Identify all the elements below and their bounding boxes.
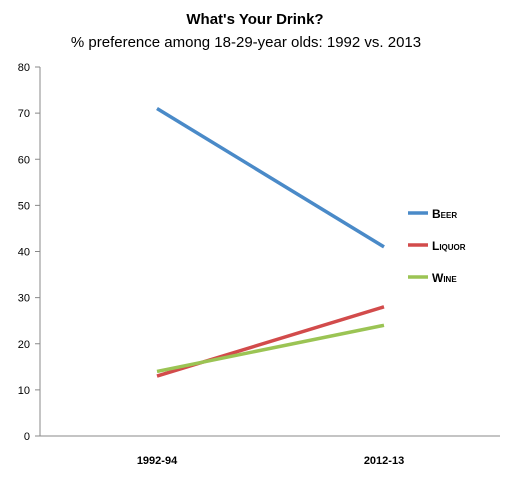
x-tick-label: 1992-94 [137, 455, 178, 467]
y-tick-label: 30 [18, 293, 30, 305]
y-tick-label: 40 [18, 247, 30, 259]
y-tick-label: 20 [18, 339, 30, 351]
x-tick-label: 2012-13 [364, 455, 404, 467]
y-tick-label: 10 [18, 385, 30, 397]
y-tick-label: 0 [24, 431, 30, 443]
x-tick-labels: 1992-94 2012-13 [137, 455, 404, 467]
chart-subtitle: % preference among 18-29-year olds: 1992… [71, 34, 421, 51]
y-tick-label: 60 [18, 154, 30, 166]
legend: Beer Liquor Wine [408, 207, 466, 285]
legend-label-liquor: Liquor [432, 239, 466, 253]
legend-label-wine: Wine [432, 271, 457, 285]
y-tick-label: 70 [18, 108, 30, 120]
series-line-wine [156, 323, 385, 374]
series-lines [156, 107, 385, 378]
legend-label-beer: Beer [432, 207, 457, 221]
chart-title: What's Your Drink? [186, 11, 323, 28]
y-tick-labels: 0 10 20 30 40 50 60 70 80 [18, 62, 40, 443]
y-tick-label: 50 [18, 200, 30, 212]
y-tick-label: 80 [18, 62, 30, 74]
series-line-beer [156, 107, 385, 249]
